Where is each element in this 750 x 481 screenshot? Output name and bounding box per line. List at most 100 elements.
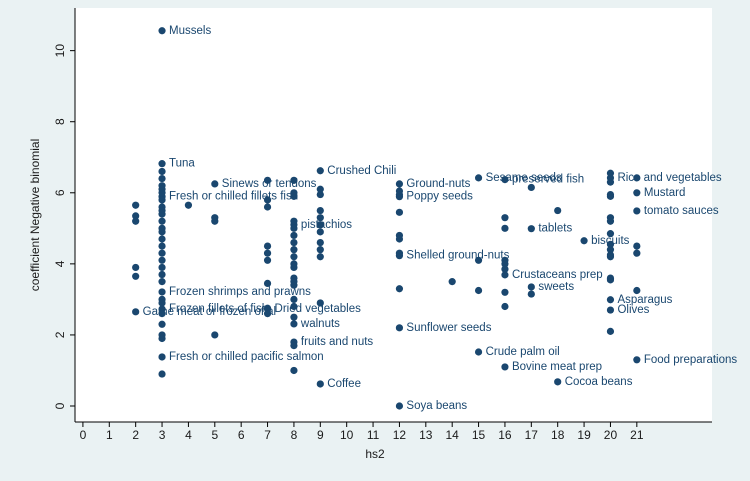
point-label: pistachios [301, 219, 352, 231]
point [395, 249, 404, 257]
point [290, 176, 298, 184]
point-label: Coffee [327, 378, 361, 390]
point [316, 299, 324, 307]
point [290, 246, 298, 254]
point [132, 201, 140, 209]
point [158, 270, 166, 279]
point [633, 207, 641, 215]
point-label: Shelled ground-nuts [406, 250, 509, 262]
point [290, 313, 298, 321]
x-tick-label: 16 [498, 428, 512, 442]
point [290, 366, 298, 375]
point [501, 302, 509, 311]
point [158, 27, 166, 35]
point-label: Bovine meat prep [512, 361, 602, 373]
point-label: Asparagus [617, 294, 672, 306]
point [554, 378, 562, 386]
point [606, 296, 615, 304]
x-tick-label: 6 [238, 428, 245, 442]
point [158, 160, 166, 168]
point [633, 249, 641, 257]
point [527, 290, 535, 298]
point [158, 167, 166, 176]
point [290, 224, 298, 232]
point [158, 189, 166, 197]
x-tick-label: 15 [472, 428, 486, 442]
point [211, 331, 219, 339]
point [158, 278, 166, 286]
point [395, 180, 404, 188]
point [606, 276, 615, 284]
point [290, 341, 298, 350]
point-label: Poppy seeds [406, 191, 473, 203]
point-label: Fresh or chilled fillets fish [169, 191, 298, 203]
point [501, 260, 509, 268]
point [158, 174, 166, 183]
point-label: Crushed Chili [327, 165, 396, 177]
point [290, 295, 298, 303]
point [501, 224, 509, 232]
point [290, 302, 298, 311]
point [132, 308, 140, 316]
point [501, 214, 509, 222]
point [158, 320, 166, 328]
point-label: Frozen fillets of fish [169, 303, 268, 315]
point [290, 320, 298, 328]
point-label: walnuts [300, 318, 340, 330]
point [395, 190, 404, 199]
point [501, 271, 509, 279]
point [527, 183, 535, 192]
point [158, 334, 166, 343]
point [554, 206, 562, 215]
point [132, 272, 140, 280]
point [211, 217, 219, 225]
point [263, 249, 272, 257]
point [158, 263, 166, 272]
point-label: Crustaceans prep [512, 269, 603, 281]
point [158, 310, 166, 318]
x-tick-label: 2 [132, 428, 139, 442]
plot-area [75, 8, 712, 422]
y-tick-label: 6 [53, 189, 67, 196]
point [474, 348, 483, 356]
x-tick-label: 0 [80, 428, 87, 442]
point-label: Frozen shrimps and prawns [169, 286, 311, 298]
x-tick-label: 14 [446, 428, 460, 442]
x-tick-label: 21 [630, 428, 644, 442]
point [633, 286, 641, 295]
point-label: Tuna [169, 158, 195, 170]
x-tick-label: 17 [525, 428, 539, 442]
point-label: fruits and nuts [301, 336, 373, 348]
x-tick-label: 18 [551, 428, 565, 442]
point [316, 238, 324, 247]
point [158, 242, 166, 250]
y-tick-label: 10 [53, 44, 67, 58]
x-axis-title: hs2 [365, 447, 385, 461]
point [158, 288, 166, 296]
point [184, 201, 193, 209]
point [395, 285, 404, 293]
x-tick-label: 9 [317, 428, 324, 442]
point [211, 180, 219, 188]
point-label: Rice and vegetables [617, 172, 721, 184]
point [606, 169, 615, 177]
point [633, 189, 641, 197]
x-tick-label: 7 [264, 428, 271, 442]
point [290, 192, 298, 200]
point [132, 263, 140, 272]
x-tick-label: 13 [419, 428, 433, 442]
point [158, 196, 166, 204]
point [606, 246, 615, 254]
x-tick-label: 3 [159, 428, 166, 442]
x-tick-label: 10 [340, 428, 354, 442]
point [501, 363, 509, 371]
point [501, 288, 509, 296]
point [448, 278, 456, 286]
point [606, 192, 615, 200]
x-tick-label: 4 [185, 428, 192, 442]
point [263, 242, 272, 250]
point [158, 353, 166, 361]
point-label: Mussels [169, 25, 211, 37]
point [316, 214, 324, 222]
x-tick-label: 19 [577, 428, 591, 442]
